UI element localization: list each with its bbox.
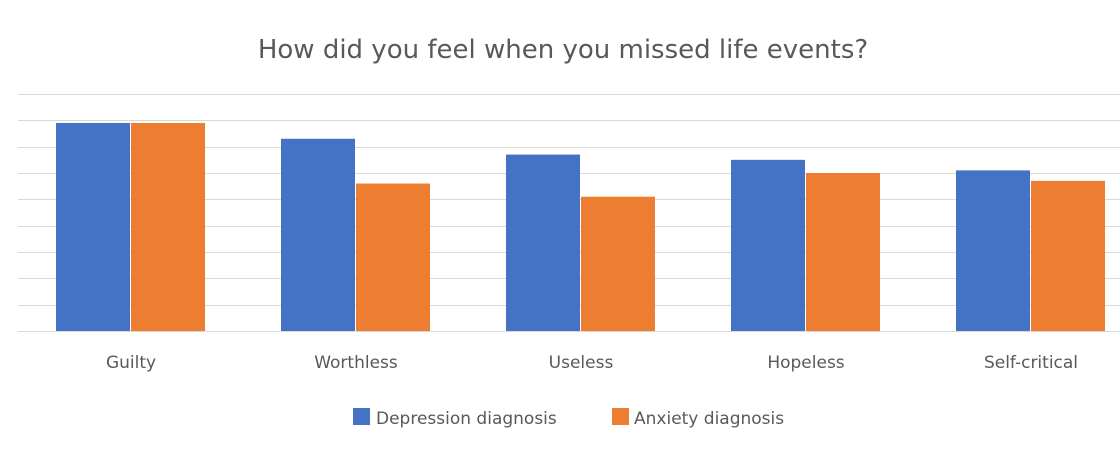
bar-anxiety-hopeless (806, 173, 880, 331)
bar-anxiety-worthless (356, 183, 430, 331)
x-tick-label: Hopeless (767, 353, 844, 373)
bar-depression-guilty (56, 122, 130, 331)
chart-title: How did you feel when you missed life ev… (258, 35, 868, 65)
x-tick-label: Useless (549, 353, 614, 373)
legend: Depression diagnosis Anxiety diagnosis (353, 408, 784, 429)
bar-anxiety-self-critical (1031, 180, 1105, 331)
x-tick-label: Guilty (106, 353, 156, 373)
legend-label: Depression diagnosis (376, 409, 557, 429)
x-axis-tick-labels: Guilty Worthless Useless Hopeless Self-criti… (106, 353, 1078, 373)
bar-anxiety-guilty (131, 122, 205, 331)
x-tick-label: Worthless (314, 353, 398, 373)
bar-depression-worthless (281, 138, 355, 331)
legend-swatch (612, 408, 629, 425)
bar-anxiety-useless (581, 196, 655, 331)
legend-swatch (353, 408, 370, 425)
bar-depression-hopeless (731, 159, 805, 331)
bars (56, 122, 1105, 331)
x-tick-label: Self-critical (984, 353, 1078, 373)
bar-depression-self-critical (956, 170, 1030, 331)
legend-label: Anxiety diagnosis (634, 409, 784, 429)
bar-depression-useless (506, 154, 580, 331)
